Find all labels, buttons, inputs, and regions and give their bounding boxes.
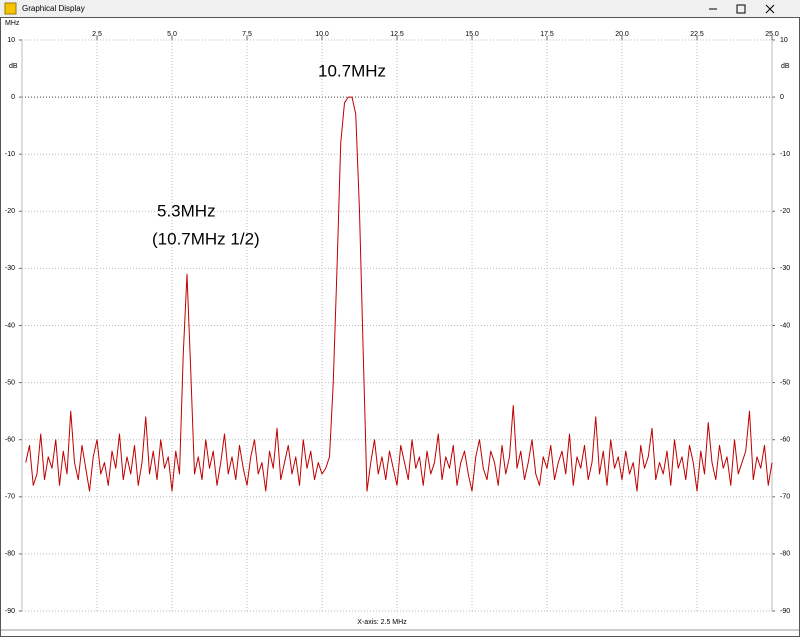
x-tick-label: 22.5 xyxy=(690,31,704,38)
y-tick-label: 10 xyxy=(7,37,15,44)
x-tick-label: 7.5 xyxy=(242,31,252,38)
y-tick-label-right: -50 xyxy=(780,379,790,386)
y-tick-label: -70 xyxy=(5,494,15,501)
annotation: 10.7MHz xyxy=(318,61,386,80)
y-tick-label-right: -80 xyxy=(780,551,790,558)
y-tick-label: -20 xyxy=(5,208,15,215)
x-tick-label: 2.5 xyxy=(92,31,102,38)
x-tick-label: 25.0 xyxy=(765,31,779,38)
annotation: (10.7MHz 1/2) xyxy=(152,229,260,248)
y-tick-label: -90 xyxy=(5,608,15,615)
x-tick-label: 5.0 xyxy=(167,31,177,38)
x-tick-label: 10.0 xyxy=(315,31,329,38)
y-tick-label-right: -40 xyxy=(780,322,790,329)
app-icon xyxy=(4,2,17,15)
close-button[interactable] xyxy=(765,4,775,14)
y-tick-label-right: -10 xyxy=(780,151,790,158)
y-tick-label-right: 0 xyxy=(780,94,784,101)
maximize-button[interactable] xyxy=(736,4,746,14)
y-tick-label-right: -20 xyxy=(780,208,790,215)
y-tick-label: -50 xyxy=(5,379,15,386)
x-unit-label: MHz xyxy=(5,20,20,27)
window-title: Graphical Display xyxy=(22,4,85,13)
title-bar xyxy=(0,0,800,17)
x-tick-label: 17.5 xyxy=(540,31,554,38)
y-tick-label: -30 xyxy=(5,265,15,272)
y-tick-label: -40 xyxy=(5,322,15,329)
annotation: 5.3MHz xyxy=(157,201,216,220)
y-tick-label: -10 xyxy=(5,151,15,158)
y-tick-label-right: -30 xyxy=(780,265,790,272)
y-tick-label-right: -90 xyxy=(780,608,790,615)
y-tick-label: -60 xyxy=(5,437,15,444)
y-tick-label: -80 xyxy=(5,551,15,558)
x-tick-label: 12.5 xyxy=(390,31,404,38)
spectrum-trace xyxy=(25,96,773,492)
y-tick-label-right: 10 xyxy=(780,37,788,44)
x-tick-label: 20.0 xyxy=(615,31,629,38)
y-unit-label-right: dB xyxy=(781,63,790,70)
y-unit-label: dB xyxy=(9,63,18,70)
x-axis-note: X-axis: 2.5 MHz xyxy=(357,619,407,626)
y-tick-label-right: -60 xyxy=(780,437,790,444)
x-tick-label: 15.0 xyxy=(465,31,479,38)
y-tick-label-right: -70 xyxy=(780,494,790,501)
y-tick-label: 0 xyxy=(11,94,15,101)
